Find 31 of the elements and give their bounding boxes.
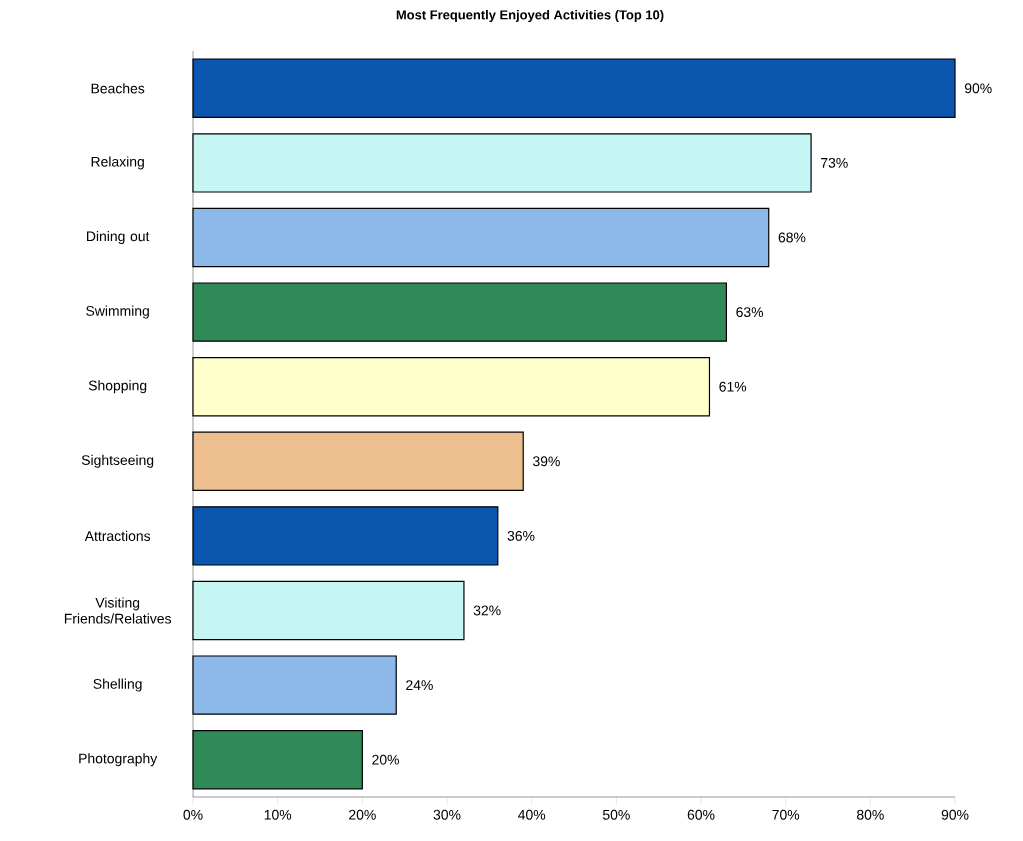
- data-label: 39%: [532, 456, 560, 467]
- x-tick-label: 40%: [518, 809, 546, 820]
- chart-title: Most Frequently Enjoyed Activities (Top 10): [396, 9, 664, 23]
- y-tick-label: Dining out: [87, 230, 150, 244]
- data-label: 36%: [507, 530, 535, 541]
- y-tick-label: Sightseeing: [81, 454, 154, 468]
- y-tick-label: Shelling: [93, 678, 142, 692]
- x-tick-label: 80%: [856, 809, 884, 820]
- data-label: 90%: [964, 83, 992, 94]
- x-tick-label: 10%: [264, 809, 292, 820]
- data-label: 68%: [778, 232, 806, 243]
- x-tick-label: 0%: [183, 809, 203, 820]
- y-tick-label: Swimming: [86, 305, 149, 319]
- x-tick-label: 60%: [687, 809, 715, 820]
- y-tick-label: Visiting Friends/Relatives: [64, 597, 172, 624]
- y-tick-label: Relaxing: [91, 156, 144, 170]
- x-tick-label: 70%: [772, 809, 800, 820]
- data-label: 32%: [473, 605, 501, 616]
- data-label: 24%: [406, 680, 433, 690]
- data-label: 20%: [372, 754, 399, 765]
- data-label: 61%: [719, 381, 747, 392]
- y-tick-label: Attractions: [84, 530, 151, 542]
- x-tick-label: 90%: [941, 809, 969, 820]
- data-label: 63%: [736, 307, 764, 318]
- x-tick-label: 50%: [602, 809, 630, 820]
- y-tick-label: Beaches: [91, 83, 145, 94]
- data-label: 73%: [821, 157, 848, 168]
- y-tick-label: Shopping: [88, 380, 147, 394]
- x-tick-label: 30%: [433, 809, 461, 820]
- x-tick-label: 20%: [349, 809, 376, 820]
- y-tick-label: Photography: [79, 753, 158, 767]
